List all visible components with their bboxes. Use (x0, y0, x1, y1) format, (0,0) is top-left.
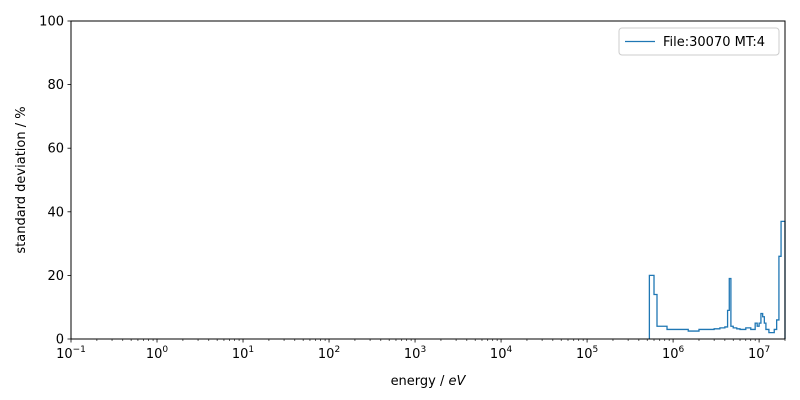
x-tick-label: 104 (490, 345, 513, 362)
x-tick-label: 10−1 (56, 345, 86, 362)
x-tick-label: 101 (232, 345, 254, 362)
plot-layer (648, 220, 786, 339)
x-tick-label: 102 (318, 345, 340, 362)
y-tick-label: 100 (39, 15, 64, 30)
x-tick-label: 105 (576, 345, 598, 362)
y-tick-label: 80 (47, 78, 64, 93)
y-tick-label: 20 (47, 269, 64, 284)
y-tick-label: 40 (47, 205, 64, 220)
y-tick-label: 0 (56, 333, 64, 348)
series-line-0 (648, 220, 786, 339)
x-tick-label: 103 (404, 345, 426, 362)
x-tick-label: 100 (146, 345, 169, 362)
legend-label: File:30070 MT:4 (663, 35, 765, 50)
y-axis-label: standard deviation / % (14, 106, 29, 253)
legend-box (618, 27, 780, 56)
x-axis: 10−1 100 101 102 103 104 105 106 107 (56, 339, 786, 362)
legend: File:30070 MT:4 (618, 27, 780, 56)
plot-frame (70, 20, 786, 340)
x-tick-label: 107 (748, 345, 770, 362)
x-axis-label: energy / eV (391, 374, 467, 389)
y-tick-label: 60 (47, 142, 64, 157)
x-tick-label: 106 (662, 345, 685, 362)
y-axis: 0 20 40 60 80 100 (39, 15, 71, 348)
